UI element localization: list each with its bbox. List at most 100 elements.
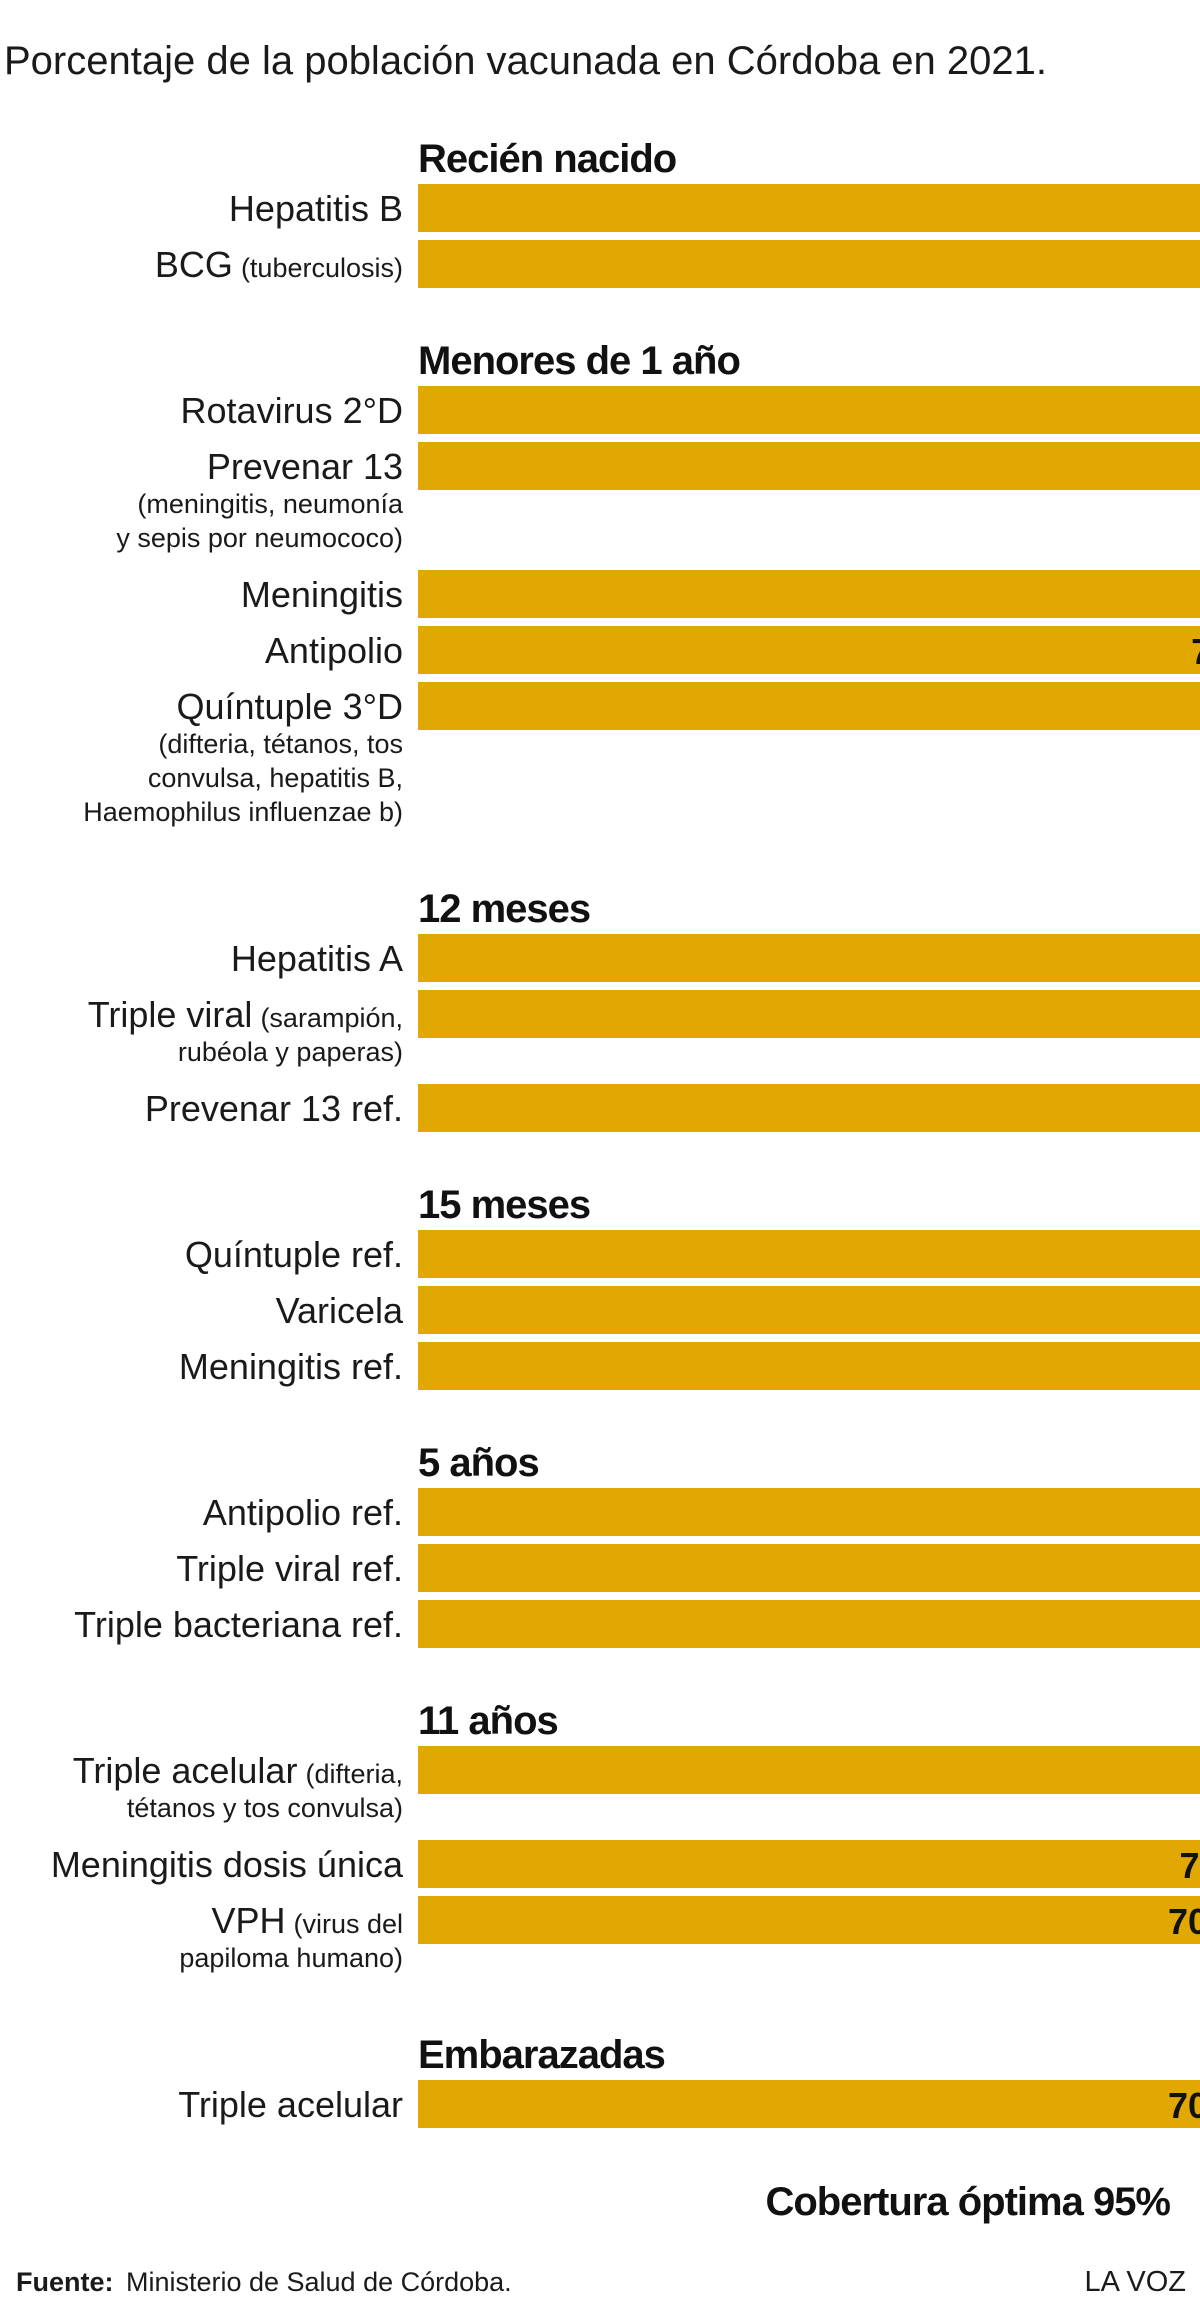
bar-value-label: 70 [1168,1901,1200,1942]
group-heading: Recién nacido [418,137,676,181]
bar-category-label: Triple acelular (difteria, [73,1750,403,1791]
bar-category-label: Quíntuple 3°D [176,686,403,727]
group-heading: 12 meses [418,887,590,931]
category-name: Meningitis dosis única [51,1844,404,1885]
bar [418,1840,1200,1888]
source-label: Fuente: [16,2267,114,2297]
bar-row: 77Meningitis [241,570,1200,618]
category-name: Quíntuple 3°D [176,686,403,727]
bar-category-label: Triple acelular [178,2084,403,2125]
target-label: Cobertura óptima 95% [765,2180,1170,2224]
bar-category-label: Hepatitis B [229,188,403,229]
bar [418,1544,1200,1592]
bar-category-label: Antipolio ref. [203,1492,403,1533]
bar [418,240,1200,288]
bar-row: 73Meningitis ref. [179,1342,1200,1390]
group-heading: 5 años [418,1441,539,1485]
category-name: Triple acelular [178,2084,403,2125]
bar-row: 86Prevenar 13 ref. [145,1084,1200,1132]
category-name: Triple bacteriana ref. [74,1604,403,1645]
category-name: Meningitis ref. [179,1346,403,1387]
bar [418,386,1200,434]
bar-row: 83Hepatitis B [229,184,1200,232]
bar-row: 81Quíntuple 3°D(difteria, tétanos, tosco… [83,682,1200,827]
bar-category-label: Quíntuple ref. [185,1234,403,1275]
category-name: Varicela [276,1290,404,1331]
bar-category-label: Triple bacteriana ref. [74,1604,403,1645]
bar-value-label: 70 [1168,2085,1200,2126]
bar-category-label: Rotavirus 2°D [181,390,403,431]
bar-value-label: 72 [1191,631,1200,672]
bar-row: 89Triple viral ref. [176,1544,1200,1592]
bar [418,934,1200,982]
category-note: (virus del [293,1909,403,1939]
category-subtitle: y sepis por neumococo) [116,523,403,553]
bar-row: 89Hepatitis A [231,934,1200,982]
bar-category-label: Triple viral (sarampión, [88,994,403,1035]
bar-row: 73Quíntuple ref. [185,1230,1200,1278]
category-name: Antipolio ref. [203,1492,403,1533]
bar-category-label: Meningitis ref. [179,1346,403,1387]
bar-row: 72 Antipolio [265,626,1200,674]
brand-logo: LA VOZ [1084,2266,1186,2298]
category-name: Quíntuple ref. [185,1234,403,1275]
category-subtitle: rubéola y paperas) [178,1037,403,1067]
bar-row: 70 Triple acelular [178,2080,1200,2128]
source-text: Ministerio de Salud de Córdoba. [126,2267,512,2297]
group-heading: 15 meses [418,1183,590,1227]
bar [418,184,1200,232]
source-credit: Fuente: Ministerio de Salud de Córdoba. [16,2267,512,2297]
bar-category-label: Hepatitis A [231,938,403,979]
bar [418,990,1200,1038]
category-name: Meningitis [241,574,403,615]
group-heading: Menores de 1 año [418,339,740,383]
category-subtitle: papiloma humano) [179,1943,403,1973]
category-note: (difteria, [305,1759,403,1789]
bar-category-label: Varicela [276,1290,404,1331]
bar [418,570,1200,618]
bar [418,1746,1200,1794]
bar [418,626,1200,674]
chart-marks: Recién nacido83Hepatitis B80BCG(tubercul… [51,137,1200,2128]
bar-row: 83Triple acelular(difteria,tétanos y tos… [73,1746,1200,1823]
category-name: Triple viral ref. [176,1548,403,1589]
category-name: BCG [155,244,233,285]
chart-title: Porcentaje de la población vacunada en C… [4,39,1047,83]
group-heading: 11 años [418,1699,558,1743]
bar [418,1896,1200,1944]
bar [418,682,1200,730]
category-name: Antipolio [265,630,403,671]
bar-category-label: Meningitis dosis única [51,1844,404,1885]
bar-row: 86Triple bacteriana ref. [74,1600,1200,1648]
bar-row: 89Triple viral(sarampión,rubéola y paper… [88,990,1200,1067]
group-heading: Embarazadas [418,2033,665,2077]
bar-row: 76Antipolio ref. [203,1488,1200,1536]
bar-row: 80Varicela [276,1286,1200,1334]
category-subtitle: tétanos y tos convulsa) [127,1793,403,1823]
bar [418,1084,1200,1132]
bar-category-label: BCG (tuberculosis) [155,244,403,285]
bar-category-label: Triple viral ref. [176,1548,403,1589]
category-subtitle: convulsa, hepatitis B, [148,763,403,793]
category-name: Hepatitis B [229,188,403,229]
bar [418,1488,1200,1536]
bar-category-label: Meningitis [241,574,403,615]
bar [418,2080,1200,2128]
bar-category-label: Prevenar 13 [207,446,403,487]
category-subtitle: Haemophilus influenzae b) [83,797,403,827]
bar-category-label: Prevenar 13 ref. [145,1088,403,1129]
category-subtitle: (meningitis, neumonía [137,489,404,519]
category-note: (tuberculosis) [241,253,403,283]
category-name: Rotavirus 2°D [181,390,403,431]
bar-value-label: 71 [1180,1845,1200,1886]
category-name: Prevenar 13 ref. [145,1088,403,1129]
bar-category-label: Antipolio [265,630,403,671]
category-note: (sarampión, [260,1003,403,1033]
bar-row: 71 Meningitis dosis única [51,1840,1200,1888]
bar-row: 85Rotavirus 2°D [181,386,1200,434]
bar [418,1286,1200,1334]
bar [418,442,1200,490]
bar [418,1230,1200,1278]
